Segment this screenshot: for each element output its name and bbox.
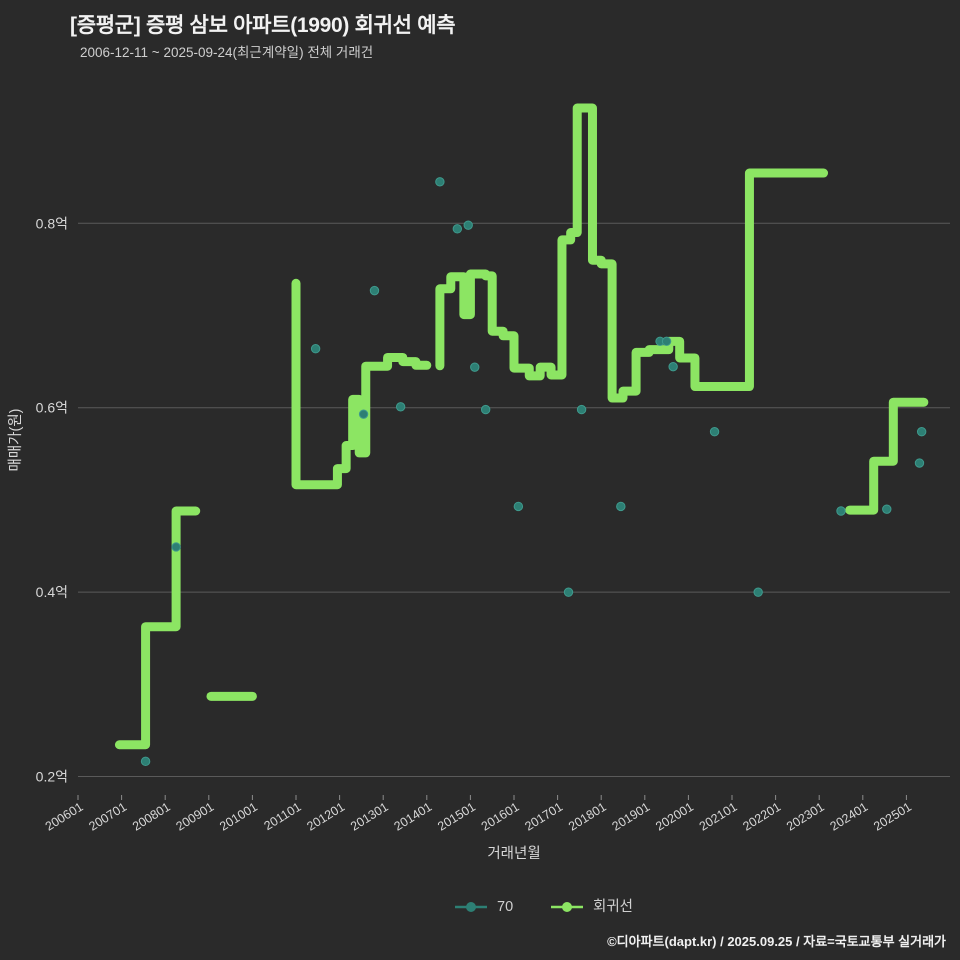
scatter-point [753,587,763,597]
legend-marker-icon [466,902,476,912]
scatter-point [709,427,720,437]
x-tick-label: 201901 [610,800,653,834]
page-title: [증평군] 증평 삼보 아파트(1990) 회귀선 예측 [70,14,456,37]
scatter-point [470,362,480,372]
scatter-point [513,501,524,512]
x-tick-label: 200801 [130,800,173,834]
scatter-point [480,404,491,415]
scatter-point [358,409,369,419]
scatter-point [882,504,892,514]
x-tick-label: 202001 [653,800,696,834]
x-tick-label: 201401 [392,800,435,834]
y-tick-label: 0.2억 [36,769,68,785]
regression-line-segment [114,506,201,750]
scatter-point [916,427,927,437]
x-tick-label: 201001 [217,800,260,834]
legend-marker-icon [562,902,572,912]
scatter-point [836,506,846,516]
x-tick-label: 201701 [522,800,565,834]
scatter-point [369,285,380,296]
scatter-point [452,224,463,234]
x-tick-label: 200701 [86,800,129,834]
x-tick-label: 201301 [348,800,391,834]
x-tick-label: 200901 [174,800,217,834]
regression-line-segment [291,278,432,490]
page-subtitle: 2006-12-11 ~ 2025-09-24(최근계약일) 전체 거래건 [80,45,374,60]
regression-line-segment [435,103,829,403]
y-axis-title: 매매가(원) [7,408,24,471]
x-tick-label: 200601 [43,800,86,834]
scatter-point [563,587,574,597]
scatter-point [435,177,445,187]
x-tick-label: 201801 [566,800,609,834]
scatter-point [661,336,672,347]
x-tick-label: 202401 [828,800,871,834]
x-tick-label: 201601 [479,800,522,834]
scatter-point [171,542,181,552]
x-tick-label: 201201 [304,800,347,834]
y-tick-label: 0.8억 [36,215,68,231]
x-axis-title: 거래년월 [487,845,540,862]
x-tick-label: 202501 [871,800,914,834]
legend-label[interactable]: 70 [497,899,513,915]
regression-line-segment [845,397,929,515]
scatter-point [395,402,406,412]
x-tick-label: 201101 [262,800,304,834]
x-tick-label: 202101 [697,800,740,834]
x-tick-label: 201501 [435,800,478,834]
scatter-point [310,344,321,354]
scatter-point [463,220,473,230]
scatter-point [668,361,678,372]
scatter-point [140,756,151,767]
scatter-point [576,404,587,415]
scatter-point [616,501,626,512]
y-tick-label: 0.4억 [36,584,68,600]
y-tick-label: 0.6억 [36,400,68,416]
scatter-point [914,458,925,468]
x-tick-label: 202301 [784,800,827,834]
x-tick-label: 202201 [740,800,783,834]
legend-label[interactable]: 회귀선 [593,898,633,915]
footer-credit: ©디아파트(dapt.kr) / 2025.09.25 / 자료=국토교통부 실… [607,934,946,949]
